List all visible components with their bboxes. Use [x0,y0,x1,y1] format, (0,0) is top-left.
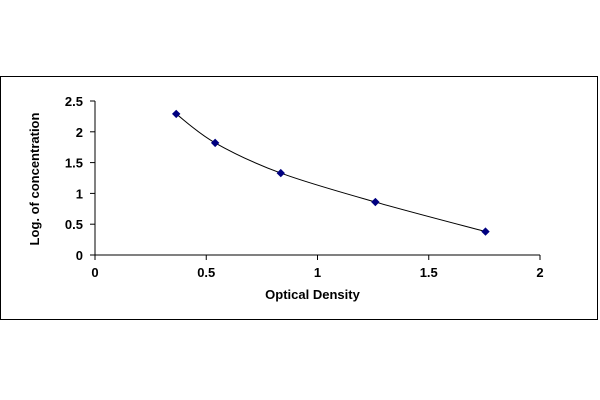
chart-svg: 0 0.5 1 1.5 2 0 0.5 1 1.5 2 2.5 Optical Density L… [27,94,544,302]
y-tick-label: 2.5 [65,94,83,109]
x-ticks: 0 0.5 1 1.5 2 [91,255,544,280]
data-point-marker [481,227,490,236]
data-point-marker [371,197,380,207]
x-tick-label: 0.5 [197,265,215,280]
y-tick-label: 2 [76,125,83,140]
trend-line [175,113,486,233]
chart-frame: 0 0.5 1 1.5 2 0 0.5 1 1.5 2 2.5 Optical Density L… [0,76,598,320]
y-tick-label: 0 [76,248,83,263]
y-tick-label: 1.5 [65,156,83,171]
data-point-marker [210,138,220,148]
data-point-marker [276,168,285,178]
y-tick-label: 0.5 [65,217,83,232]
axes [94,101,540,256]
data-points [172,109,490,236]
y-axis-title: Log. of concentration [27,113,42,246]
y-tick-label: 1 [76,186,83,201]
data-point-marker [172,109,181,119]
x-tick-label: 0 [91,265,98,280]
y-ticks: 0 0.5 1 1.5 2 2.5 [65,94,95,263]
x-tick-label: 1 [314,265,321,280]
x-tick-label: 1.5 [420,265,438,280]
x-tick-label: 2 [536,265,543,280]
x-axis-title: Optical Density [265,287,360,302]
